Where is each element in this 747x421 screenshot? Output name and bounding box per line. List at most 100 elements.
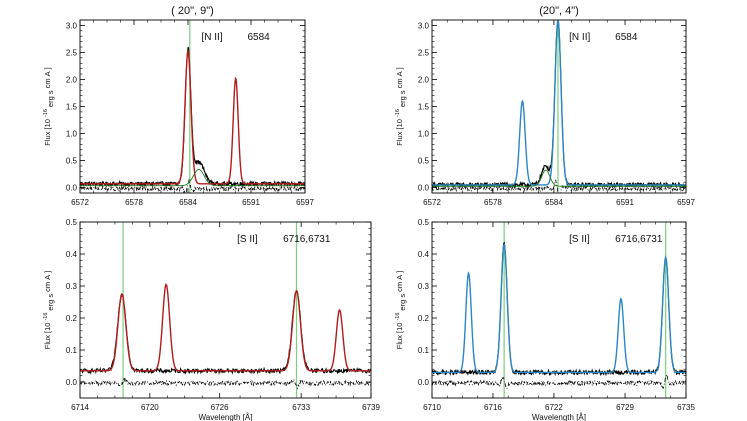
y-axis-label: Flux [10 -16 erg s cm A] <box>395 271 407 349</box>
x-tick-label: 6572 <box>71 198 89 207</box>
y-axis-label-main: Flux [10 <box>43 323 52 350</box>
y-axis-label: Flux [10 -16 erg s cm A] <box>395 67 407 145</box>
residual-line <box>432 179 686 193</box>
x-tick-label: 6578 <box>484 198 502 207</box>
plot-area <box>432 20 686 193</box>
y-tick-label: 0.4 <box>66 250 78 259</box>
y-axis-label-close: ] <box>395 271 404 273</box>
y-tick-label: 0.1 <box>418 346 430 355</box>
y-tick-label: 0.4 <box>418 250 430 259</box>
y-tick-label: 2.5 <box>418 48 430 57</box>
fit-line <box>432 243 686 374</box>
y-axis-label-main: Flux [10 <box>395 323 404 350</box>
x-tick-label: 6591 <box>242 198 260 207</box>
y-axis-label: Flux [10 -16 erg s cm A] <box>43 67 55 145</box>
plot-area <box>80 20 305 193</box>
y-tick-label: 0.5 <box>418 157 430 166</box>
y-tick-label: 0.2 <box>418 314 430 323</box>
y-tick-label: 3.0 <box>66 21 78 30</box>
axes-frame <box>431 19 687 194</box>
y-tick-label: 2.0 <box>66 75 78 84</box>
y-tick-label: 1.0 <box>66 130 78 139</box>
y-tick-label: 1.5 <box>66 103 78 112</box>
x-tick-label: 6597 <box>296 198 314 207</box>
y-tick-label: 3.0 <box>418 21 430 30</box>
y-axis-label-exp: -16 <box>43 313 49 321</box>
x-axis-label: Wavelength [Å] <box>199 413 253 421</box>
y-tick-label: 0.0 <box>418 378 430 387</box>
fit-line <box>432 20 686 186</box>
y-axis-label-close: ] <box>395 67 404 69</box>
y-tick-label: 0.0 <box>66 378 78 387</box>
y-tick-label: 1.0 <box>418 130 430 139</box>
axes-frame <box>79 19 306 194</box>
y-tick-label: 2.0 <box>418 75 430 84</box>
x-tick-label: 6722 <box>545 403 563 412</box>
x-tick-label: 6710 <box>423 403 441 412</box>
x-axis-label: Wavelength [Å] <box>532 413 586 421</box>
x-tick-label: 6733 <box>292 403 310 412</box>
x-tick-label: 6578 <box>125 198 143 207</box>
observed-spectrum <box>432 20 686 189</box>
y-tick-label: 1.5 <box>418 103 430 112</box>
y-axis-label: Flux [10 -16 erg s cm A] <box>43 271 55 349</box>
x-tick-label: 6584 <box>545 198 563 207</box>
x-tick-label: 6572 <box>423 198 441 207</box>
x-tick-label: 6735 <box>677 403 695 412</box>
x-tick-label: 6591 <box>616 198 634 207</box>
y-tick-label: 0.1 <box>66 346 78 355</box>
y-axis-label-cm: cm <box>395 282 404 292</box>
panel-title: ( 20", 9") <box>171 5 214 17</box>
x-tick-label: 6729 <box>616 403 634 412</box>
wavelength-annotation: 6584 <box>615 32 638 43</box>
y-axis-label-A: A <box>43 275 52 280</box>
x-tick-label: 6720 <box>141 403 159 412</box>
x-tick-label: 6739 <box>362 403 380 412</box>
y-axis-label-exp: -16 <box>395 109 401 117</box>
y-tick-label: 0.5 <box>418 218 430 227</box>
y-tick-label: 0.3 <box>418 282 430 291</box>
axes-frame <box>431 221 687 399</box>
y-tick-label: 0.2 <box>66 314 78 323</box>
y-axis-label-units: erg s <box>398 90 407 107</box>
y-axis-label-cm: cm <box>43 282 52 292</box>
x-tick-label: 6714 <box>71 403 89 412</box>
y-axis-label-exp: -16 <box>43 109 49 117</box>
y-axis-label-A: A <box>395 275 404 280</box>
line-annotation: [S II] <box>569 234 590 245</box>
plot-area <box>80 222 371 398</box>
plot-area <box>432 222 686 398</box>
y-axis-label-A: A <box>43 71 52 76</box>
panel-top-left: 0.0 0.5 1.0 1.5 2.0 2.5 3.0 6572 6578 6584 6591 659… <box>43 5 314 207</box>
x-tick-label: 6716 <box>484 403 502 412</box>
residual-line <box>432 373 686 390</box>
y-axis-label-exp: -16 <box>395 313 401 321</box>
y-axis-label-cm: cm <box>43 78 52 88</box>
axes-frame <box>79 221 372 399</box>
y-tick-label: 0.3 <box>66 282 78 291</box>
wavelength-annotation: 6716,6731 <box>615 234 663 245</box>
y-tick-label: 2.5 <box>66 48 78 57</box>
panel-bottom-right: 0.0 0.1 0.2 0.3 0.4 0.5 6710 6716 6722 6729 6735 Fl… <box>395 218 695 421</box>
line-annotation: [N II] <box>569 32 590 43</box>
x-tick-label: 6726 <box>211 403 229 412</box>
fit-line <box>80 282 371 372</box>
x-tick-label: 6584 <box>179 198 197 207</box>
observed-spectrum <box>80 46 305 188</box>
y-axis-label-close: ] <box>43 67 52 69</box>
line-annotation: [S II] <box>237 234 258 245</box>
y-tick-label: 0.5 <box>66 218 78 227</box>
y-axis-label-main: Flux [10 <box>43 119 52 146</box>
panel-title: (20", 4") <box>539 5 579 17</box>
line-annotation: [N II] <box>202 32 223 43</box>
y-axis-label-A: A <box>395 71 404 76</box>
wavelength-annotation: 6716,6731 <box>283 234 331 245</box>
y-tick-label: 0.0 <box>418 184 430 193</box>
y-axis-label-units: erg s <box>46 90 55 107</box>
x-tick-label: 6597 <box>677 198 695 207</box>
observed-spectrum <box>432 241 686 377</box>
panel-top-right: 0.0 0.5 1.0 1.5 2.0 2.5 3.0 6572 6578 6584 6591 659… <box>395 5 695 207</box>
fit-wing-line <box>80 169 305 187</box>
wavelength-annotation: 6584 <box>248 32 271 43</box>
